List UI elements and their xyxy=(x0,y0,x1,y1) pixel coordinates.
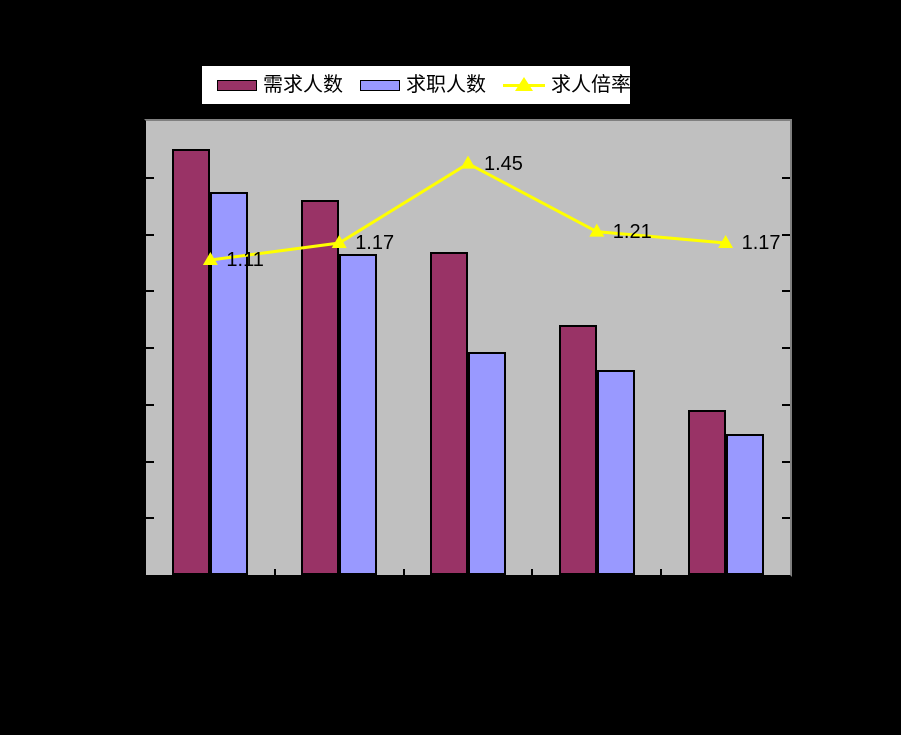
secondary-axis-tick xyxy=(782,517,790,520)
legend-item-ratio[interactable]: 求人倍率 xyxy=(503,75,631,95)
legend-item-demand[interactable]: 需求人数 xyxy=(217,75,343,95)
bar-demand-5[interactable] xyxy=(687,410,726,575)
secondary-axis-tick xyxy=(782,176,790,179)
primary-axis-tick xyxy=(146,460,154,463)
bar-demand-3[interactable] xyxy=(430,251,468,575)
bar-demand-1[interactable] xyxy=(172,149,211,575)
category-axis-tick xyxy=(531,569,534,575)
bar-jobseekers-3[interactable] xyxy=(468,351,506,575)
primary-axis-tick xyxy=(146,347,154,349)
ratio-line[interactable] xyxy=(210,161,726,262)
plot-area[interactable]: 1.11 1.17 1.45 1.21 1.17 xyxy=(144,119,792,577)
secondary-axis-tick xyxy=(782,233,790,236)
primary-axis-tick xyxy=(146,176,154,179)
triangle-marker-point-3[interactable] xyxy=(460,155,476,169)
ratio-data-label-5[interactable]: 1.17 xyxy=(741,232,781,254)
primary-axis-tick xyxy=(146,403,154,406)
triangle-marker-icon xyxy=(515,77,533,91)
legend-label-ratio: 求人倍率 xyxy=(551,74,631,96)
bar-jobseekers-4[interactable] xyxy=(596,369,635,575)
jobseeker-bar-swatch-icon xyxy=(360,79,400,91)
ratio-data-label-2[interactable]: 1.17 xyxy=(355,232,395,254)
secondary-axis-tick xyxy=(782,403,790,406)
ratio-data-label-4[interactable]: 1.21 xyxy=(612,220,652,243)
triangle-marker-point-1[interactable] xyxy=(202,252,218,266)
secondary-axis-tick xyxy=(782,347,790,349)
legend-label-jobseekers: 求职人数 xyxy=(406,74,486,96)
category-axis-tick xyxy=(660,569,663,575)
ratio-data-label-1[interactable]: 1.11 xyxy=(226,249,264,272)
ratio-line-series[interactable] xyxy=(146,121,790,575)
bar-jobseekers-2[interactable] xyxy=(339,254,378,575)
primary-axis-tick xyxy=(146,517,154,520)
primary-axis-tick xyxy=(146,233,154,236)
chart-legend[interactable]: 需求人数 求职人数 求人倍率 xyxy=(200,64,632,106)
category-axis-tick xyxy=(273,569,276,575)
primary-axis-tick xyxy=(146,290,154,293)
demand-bar-swatch-icon xyxy=(217,79,257,91)
legend-label-demand: 需求人数 xyxy=(263,74,343,96)
bar-demand-2[interactable] xyxy=(301,200,340,575)
legend-item-jobseekers[interactable]: 求职人数 xyxy=(360,75,486,95)
bar-demand-4[interactable] xyxy=(558,325,597,575)
category-axis-tick xyxy=(402,569,405,575)
line-triangle-marker-icon xyxy=(503,77,545,93)
secondary-axis-tick xyxy=(782,460,790,463)
triangle-marker-point-4[interactable] xyxy=(589,223,605,237)
ratio-data-label-3[interactable]: 1.45 xyxy=(484,152,523,175)
bar-jobseekers-5[interactable] xyxy=(725,434,764,575)
secondary-axis-tick xyxy=(782,290,790,293)
triangle-marker-point-2[interactable] xyxy=(331,235,347,249)
triangle-marker-point-5[interactable] xyxy=(718,235,734,249)
